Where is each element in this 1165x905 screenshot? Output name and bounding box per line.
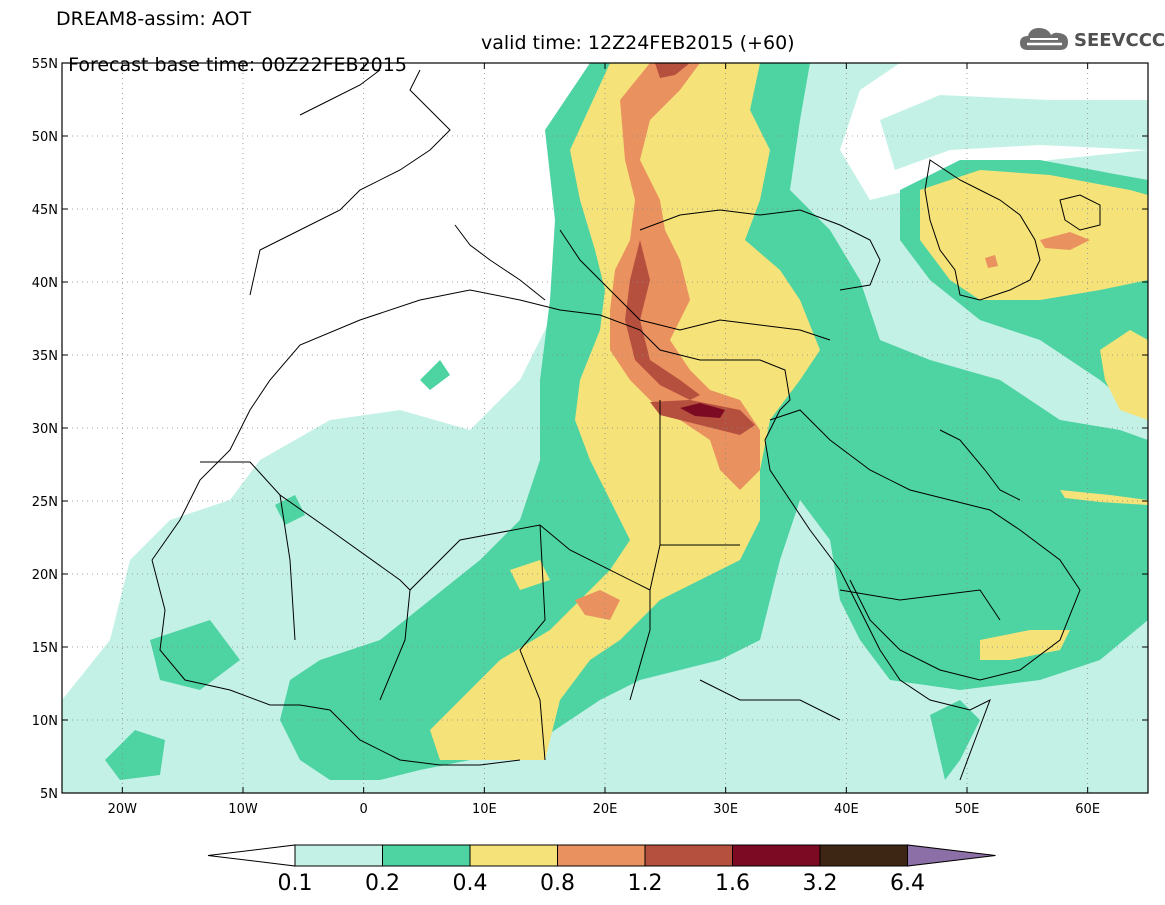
- lat-tick-label: 25N: [32, 495, 58, 510]
- logo-text: SEEVCCC: [1074, 30, 1165, 51]
- lon-tick-label: 0: [360, 802, 368, 817]
- aot-band-0.4: [430, 63, 1148, 760]
- colorbar-segment: [382, 844, 471, 867]
- gridlines: [62, 63, 1148, 793]
- latitude-ticks: 5N 10N 15N 20N 25N 30N 35N 40N 45N 50N 55N: [32, 57, 1148, 802]
- colorbar-label: 1.2: [628, 871, 663, 896]
- lat-tick-label: 45N: [32, 203, 58, 218]
- lat-tick-label: 10N: [32, 714, 58, 729]
- lat-tick-label: 15N: [32, 641, 58, 656]
- lon-tick-label: 10W: [228, 802, 258, 817]
- forecast-base-time: Forecast base time: 00Z22FEB2015: [68, 54, 407, 76]
- colorbar-segment: [294, 844, 383, 867]
- lat-tick-label: 55N: [32, 57, 58, 72]
- colorbar-segment: [732, 844, 821, 867]
- lat-tick-label: 40N: [32, 276, 58, 291]
- lon-tick-label: 20E: [593, 802, 618, 817]
- colorbar-label: 1.6: [715, 871, 750, 896]
- lon-tick-label: 10E: [472, 802, 497, 817]
- colorbar-segment: [557, 844, 646, 867]
- colorbar-over-arrow: [907, 844, 996, 867]
- colorbar-label: 0.4: [453, 871, 488, 896]
- lat-tick-label: 50N: [32, 130, 58, 145]
- colorbar-under-arrow: [207, 844, 296, 867]
- lon-tick-label: 20W: [108, 802, 138, 817]
- lat-tick-label: 20N: [32, 568, 58, 583]
- colorbar-label: 6.4: [890, 871, 925, 896]
- colorbar-label: 3.2: [803, 871, 838, 896]
- lon-tick-label: 50E: [955, 802, 980, 817]
- map-title: DREAM8-assim: AOT: [56, 8, 252, 30]
- forecast-time-line: Forecast base time: 00Z22FEB2015 valid t…: [56, 32, 794, 98]
- colorbar-label: 0.8: [540, 871, 575, 896]
- longitude-ticks: 20W 10W 0 10E 20E 30E 40E 50E 60E: [108, 63, 1100, 817]
- lon-tick-label: 40E: [834, 802, 859, 817]
- colorbar-segment: [644, 844, 733, 867]
- lat-tick-label: 5N: [40, 787, 58, 802]
- colorbar-label: 0.1: [278, 871, 313, 896]
- colorbar-segment: [819, 844, 908, 867]
- lon-tick-label: 60E: [1075, 802, 1100, 817]
- colorbar-segment: [469, 844, 558, 867]
- cloud-icon: [1020, 28, 1068, 50]
- aot-band-1.2: [625, 63, 755, 435]
- lat-tick-label: 35N: [32, 349, 58, 364]
- aot-field-layer: [62, 63, 1148, 793]
- colorbar: 0.1 0.2 0.4 0.8 1.2 1.6 3.2 6.4: [207, 844, 996, 896]
- valid-time: valid time: 12Z24FEB2015 (+60): [481, 32, 795, 54]
- lat-tick-label: 30N: [32, 422, 58, 437]
- seevccc-logo: SEEVCCC: [1018, 22, 1165, 58]
- lon-tick-label: 30E: [713, 802, 738, 817]
- coastlines-borders: [151, 69, 1101, 781]
- colorbar-label: 0.2: [365, 871, 400, 896]
- aot-band-0.8: [575, 63, 1090, 620]
- aot-band-1.6: [680, 403, 725, 418]
